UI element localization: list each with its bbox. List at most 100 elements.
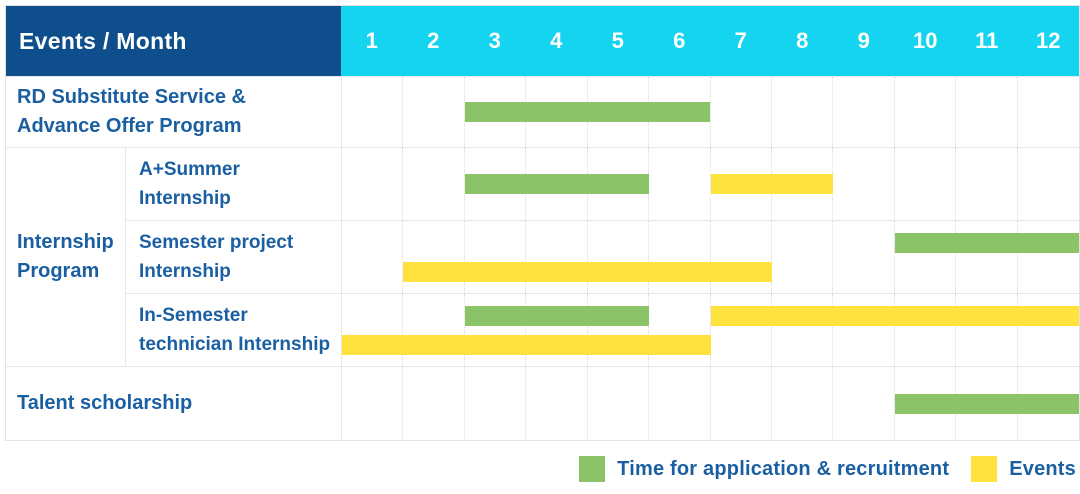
gridline-cell [895,148,957,220]
gridline-cell [772,221,834,293]
row-label-line: Internship [139,188,231,209]
gantt-bar-event [342,334,711,355]
gridline-cell [833,148,895,220]
gridline-cell [526,367,588,440]
month-header-cell: 7 [734,28,747,53]
gridline-cell [833,221,895,293]
row-label: A+Summer Internship [125,147,341,220]
month-header-cell: 1 [365,28,378,53]
gridline-cell [895,221,957,293]
gantt-bar-event [403,261,772,282]
bar-tracks [342,367,1079,440]
gridline-cell [403,77,465,147]
bar-track [342,174,1079,194]
gantt-bar-application [464,102,711,122]
legend-label: Events [1009,457,1076,480]
gridline-cell [465,221,527,293]
row-label: Talent scholarship [6,366,341,440]
legend-label: Time for application & recruitment [617,457,950,480]
legend-swatch-event [971,456,998,482]
gantt-bar-application [464,305,650,326]
gridline-cell [465,294,527,366]
month-header-cell: 6 [673,28,686,53]
gridline-cell [526,294,588,366]
gridline-cell [588,367,650,440]
chart-row [341,147,1079,220]
gridline-cell [711,221,772,293]
gantt-bar-application [894,232,1079,253]
row-label-line: Talent scholarship [17,392,193,414]
gridline-cell [526,221,588,293]
gridline-cell [956,77,1018,147]
gridline-cell [403,221,465,293]
month-header-cell: 9 [857,28,870,53]
group-label-internship-program: Internship Program [6,147,125,366]
gridline-cell [588,221,650,293]
bar-track [342,261,1079,282]
gridline-cell [772,77,834,147]
gantt-bar-application [894,393,1079,414]
row-label: In-Semester technician Internship [125,293,341,366]
gantt-bar-event [710,305,1079,326]
month-header-cell: 10 [913,28,938,53]
bar-track [342,393,1079,414]
bar-tracks [342,221,1079,293]
gantt-bar-event [710,174,834,194]
chart-row [341,366,1079,440]
gridline-cell [342,294,404,366]
gridline-cell [833,294,895,366]
bar-tracks [342,77,1079,147]
table-header-title: Events / Month [6,6,341,76]
events-table: Events / Month 1 2 3 4 5 6 7 8 9 10 11 12 Internshi… [5,5,1080,441]
gridline-cell [711,367,772,440]
row-label-line: Semester project [139,232,294,253]
bar-track [342,232,1079,253]
legend-item-application: Time for application & recruitment [579,456,949,482]
gridline-cell [772,294,834,366]
row-label-line: RD Substitute Service & [17,86,246,108]
group-label-line: Program [17,260,100,282]
month-header-row: 1 2 3 4 5 6 7 8 9 10 11 12 [341,6,1079,76]
month-header-cell: 3 [488,28,501,53]
gridline-cell [895,77,957,147]
gridline-cell [711,77,772,147]
gridline-cell [833,77,895,147]
group-label-line: Internship [17,231,114,253]
gridline-cell [403,367,465,440]
month-gridlines [342,221,1079,293]
month-header-cell: 2 [427,28,440,53]
gridline-cell [403,294,465,366]
row-label-line: Advance Offer Program [17,115,242,137]
gantt-bar-application [464,174,650,194]
month-header-cell: 5 [611,28,624,53]
gridline-cell [649,367,711,440]
gridline-cell [342,221,404,293]
month-gridlines [342,294,1079,366]
bar-tracks [342,294,1079,366]
month-header-cell: 12 [1036,28,1061,53]
bar-track [342,334,1079,355]
row-label: RD Substitute Service & Advance Offer Pro… [6,76,341,147]
gridline-cell [833,367,895,440]
legend-swatch-application [579,456,606,482]
row-label-line: Internship [139,261,231,282]
gridline-cell [649,221,711,293]
gridline-cell [465,367,527,440]
gridline-cell [895,294,957,366]
chart-row [341,76,1079,147]
month-header-cell: 8 [796,28,809,53]
bar-track [342,305,1079,326]
month-header-cell: 11 [975,28,999,53]
gridline-cell [956,221,1018,293]
legend: Time for application & recruitment Events [579,456,1076,482]
gridline-cell [711,294,772,366]
gridline-cell [403,148,465,220]
row-label-line: A+Summer [139,159,240,180]
bar-tracks [342,148,1079,220]
gridline-cell [342,148,404,220]
gridline-cell [956,294,1018,366]
chart-row [341,293,1079,366]
gridline-cell [772,367,834,440]
gridline-cell [342,367,404,440]
